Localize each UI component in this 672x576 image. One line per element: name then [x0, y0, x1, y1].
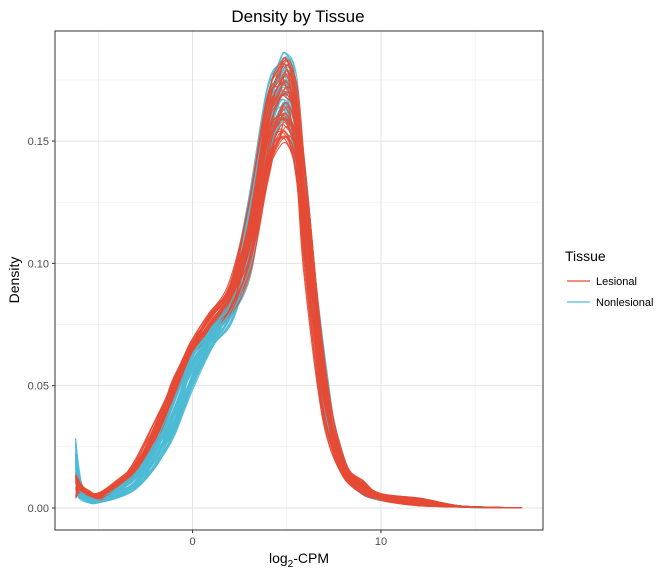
y-tick-label: 0.05	[28, 381, 49, 393]
x-tick-label: 0	[189, 536, 195, 548]
lesional-density-curve	[75, 62, 523, 509]
x-tick-label: 10	[375, 536, 387, 548]
legend-label-nonlesional: Nonlesional	[596, 297, 653, 309]
legend-title: Tissue	[565, 248, 606, 264]
density-curves	[75, 51, 523, 509]
lesional-density-curve	[75, 70, 523, 509]
legend-label-lesional: Lesional	[596, 276, 637, 288]
x-axis-title: log2-CPM	[269, 550, 329, 570]
axis-ticks: 0.00 0.05 0.10 0.15 0 10	[28, 136, 388, 548]
x-axis-title-subscript: 2	[288, 559, 294, 570]
y-axis-title: Density	[6, 257, 22, 304]
y-tick-label: 0.15	[28, 136, 49, 148]
y-tick-label: 0.00	[28, 503, 49, 515]
chart-title: Density by Tissue	[231, 7, 364, 26]
legend: Tissue Lesional Nonlesional	[565, 248, 653, 309]
y-tick-label: 0.10	[28, 258, 49, 270]
x-axis-title-rest: -CPM	[293, 550, 329, 566]
x-axis-title-base: log	[269, 550, 288, 566]
panel-border	[54, 30, 544, 531]
